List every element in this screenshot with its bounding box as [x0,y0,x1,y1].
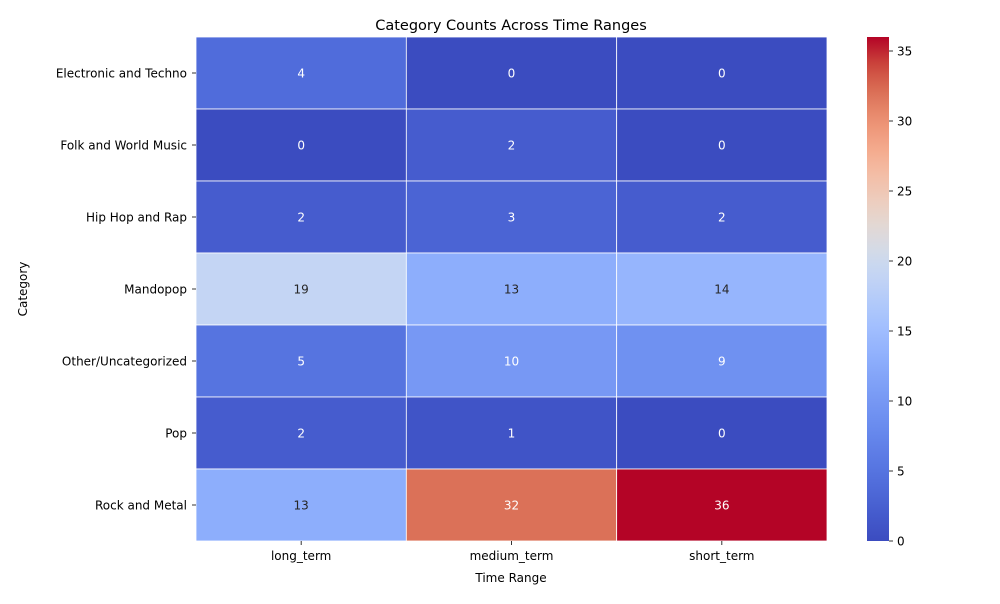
cell-value-label: 36 [714,499,729,513]
cell-value-label: 0 [297,139,305,153]
y-tick-label: Rock and Metal [95,499,187,513]
heatmap-cell [195,324,407,398]
x-tick-label: long_term [271,549,331,563]
cell-value-label: 5 [297,355,305,369]
y-tick-label: Hip Hop and Rap [86,211,187,225]
heatmap-cell [405,36,618,110]
heatmap-cell [405,468,618,542]
cell-value-label: 19 [294,283,309,297]
colorbar: 0 5 10 15 20 25 30 35 [867,37,912,549]
cell-value-label: 2 [508,139,516,153]
colorbar-tick-label: 30 [897,115,912,129]
colorbar-tick-label: 20 [897,255,912,269]
heatmap-cell [616,468,828,542]
y-tick-label: Pop [165,427,187,441]
heatmap-cell [195,252,407,326]
cell-value-label: 0 [508,67,516,81]
chart-title: Category Counts Across Time Ranges [375,18,647,34]
heatmap-cell [195,108,407,182]
heatmap-cell [195,468,407,542]
x-tick-label: medium_term [470,549,554,563]
x-tick-label: short_term [689,549,754,563]
cell-value-label: 0 [718,67,726,81]
heatmap-cell [195,36,407,110]
y-axis: Electronic and Techno Folk and World Musi… [56,67,196,513]
cell-value-label: 13 [294,499,309,513]
y-tick-label: Other/Uncategorized [62,355,187,369]
y-axis-label: Category [16,262,30,317]
heatmap-cell [616,36,828,110]
colorbar-tick-label: 25 [897,185,912,199]
cell-value-label: 2 [297,427,305,441]
cell-value-label: 32 [504,499,519,513]
cell-value-label: 9 [718,355,726,369]
cell-value-label: 0 [718,427,726,441]
colorbar-tick-label: 35 [897,45,912,59]
heatmap-cell [405,108,618,182]
cell-value-label: 2 [718,211,726,225]
cell-value-label: 2 [297,211,305,225]
heatmap-cell [616,108,828,182]
y-tick-label: Folk and World Music [60,139,187,153]
colorbar-tick-label: 0 [897,535,905,549]
cell-value-label: 3 [508,211,516,225]
y-tick-label: Mandopop [124,283,187,297]
cell-value-label: 0 [718,139,726,153]
colorbar-tick-label: 5 [897,465,905,479]
colorbar-gradient [867,37,889,541]
x-axis: long_term medium_term short_term [271,541,755,563]
heatmap-cell [616,252,828,326]
heatmap-cell [405,396,618,470]
heatmap-cell [405,324,618,398]
colorbar-tick-label: 15 [897,325,912,339]
cell-value-label: 14 [714,283,729,297]
x-axis-label: Time Range [474,571,546,585]
cell-value-label: 13 [504,283,519,297]
heatmap-cell [616,396,828,470]
heatmap-cell [616,324,828,398]
heatmap-cells: 4 0 00 2 02 3 219 13 145 10 92 1 013 32 36 [195,36,828,542]
cell-value-label: 4 [297,67,305,81]
heatmap-cell [405,180,618,254]
y-tick-label: Electronic and Techno [56,67,187,81]
colorbar-tick-label: 10 [897,395,912,409]
cell-value-label: 10 [504,355,519,369]
cell-value-label: 1 [508,427,516,441]
